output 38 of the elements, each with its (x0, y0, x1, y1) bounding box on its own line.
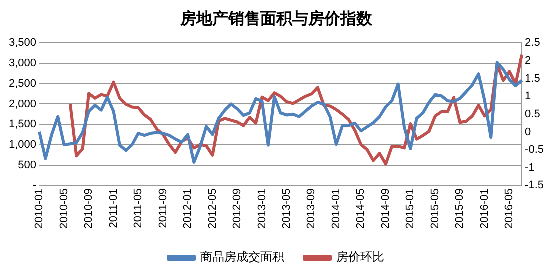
legend-label: 商品房成交面积 (200, 250, 284, 264)
x-tick-label: 2013-09 (306, 188, 318, 230)
y2-tick-label: -1 (525, 162, 535, 174)
y2-tick-label: 0 (525, 126, 532, 138)
y-tick-label: 3,500 (8, 37, 37, 50)
x-tick-label: 2013-01 (256, 188, 268, 230)
x-tick-label: 2016-05 (504, 188, 516, 230)
x-tick-label: 2011-05 (132, 188, 145, 228)
y2-tick-label: -0.5 (525, 144, 544, 156)
x-tick-label: 2010-09 (83, 188, 96, 230)
y-tick-label: 1,000 (8, 138, 37, 151)
x-tick-label: 2012-01 (182, 188, 194, 230)
x-tick-label: 2014-01 (330, 188, 342, 230)
y2-tick-label: 0.5 (525, 108, 540, 120)
legend-label: 房价环比 (336, 250, 384, 264)
y-tick-label: 2,000 (8, 98, 37, 110)
x-tick-label: 2015-05 (429, 188, 442, 230)
x-tick-label: 2016-01 (478, 188, 491, 230)
x-tick-label: 2014-05 (355, 188, 368, 230)
y2-tick-label: 2.5 (525, 37, 540, 50)
x-tick-label: 2014-09 (380, 188, 392, 230)
chart-title: 房地产销售面积与房价指数 (180, 8, 374, 28)
y2-tick-label: 2 (525, 55, 532, 68)
x-tick-label: 2012-09 (232, 188, 244, 230)
x-tick-label: 2011-01 (108, 188, 120, 228)
y2-tick-label: 1.5 (525, 72, 540, 85)
y2-tick-label: 1 (525, 90, 532, 103)
x-tick-label: 2015-01 (404, 188, 417, 230)
y-tick-label: 3,000 (8, 58, 37, 70)
y-tick-label: 1,500 (8, 118, 37, 131)
x-tick-label: 2011-09 (157, 188, 170, 228)
y-tick-label: 500 (18, 159, 37, 172)
y-tick-label: 2,500 (8, 78, 37, 90)
x-tick-label: 2015-09 (454, 188, 466, 230)
x-tick-label: 2013-05 (281, 188, 294, 230)
x-tick-label: 2010-05 (58, 188, 70, 230)
y2-tick-label: -1.5 (525, 180, 544, 192)
x-tick-label: 2012-05 (206, 188, 219, 230)
